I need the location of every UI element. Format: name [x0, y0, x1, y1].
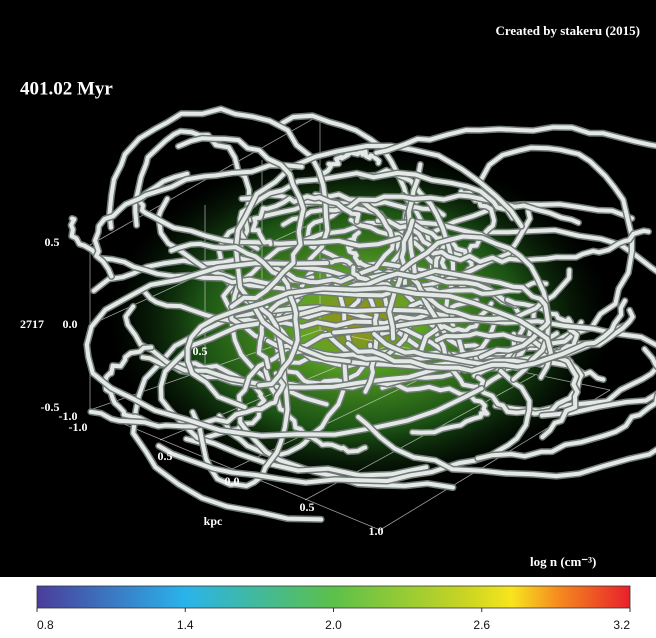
tube: [69, 216, 315, 286]
field-lines: [67, 105, 656, 523]
tube: [93, 163, 304, 279]
tube: [488, 228, 656, 413]
tube: [351, 265, 548, 296]
tube: [346, 298, 627, 373]
axis-label: -1.0: [59, 409, 78, 423]
tube: [176, 136, 306, 309]
tube: [169, 241, 300, 388]
colorbar-tick-label: 2.0: [325, 618, 342, 632]
tube: [156, 196, 532, 298]
tube: [315, 148, 381, 183]
colorbar-tick-label: 3.2: [613, 618, 630, 632]
tube: [263, 362, 368, 454]
axis-label: -1.0: [69, 420, 88, 434]
tube: [123, 304, 498, 390]
axis-label: kpc: [204, 514, 223, 528]
axis-label: 0.0: [63, 317, 78, 331]
colorbar-tick-label: 0.8: [37, 618, 54, 632]
tube: [237, 326, 455, 490]
tube: [88, 371, 286, 429]
colorbar-title: log n (cm⁻³): [530, 554, 596, 569]
colorbar: [36, 585, 631, 609]
tube: [185, 286, 553, 410]
tube: [341, 268, 551, 360]
axis-label: 0.5: [300, 500, 315, 514]
axis-label: -0.5: [41, 400, 60, 414]
tube: [374, 125, 656, 155]
tube: [380, 382, 490, 435]
tube: [475, 347, 656, 461]
axis-label: 0.5: [45, 235, 60, 249]
tube: [250, 194, 361, 246]
axis-label: 0.5: [193, 344, 208, 358]
tube: [158, 306, 449, 478]
tube: [356, 414, 656, 479]
axis-label: 0.5: [158, 449, 173, 463]
colorbar-tick-label: 1.4: [177, 618, 194, 632]
tube: [431, 228, 651, 264]
tube: [156, 369, 532, 485]
credit: Created by stakeru (2015): [495, 23, 640, 38]
tube: [332, 317, 656, 418]
tube: [406, 162, 494, 333]
axis-label: 1.0: [369, 524, 384, 538]
tube: [234, 143, 524, 364]
time-label: 401.02 Myr: [20, 78, 113, 99]
axis-label: 2717: [20, 317, 44, 331]
axis-label: 0.0: [225, 474, 240, 488]
colorbar-tick-label: 2.6: [473, 618, 490, 632]
